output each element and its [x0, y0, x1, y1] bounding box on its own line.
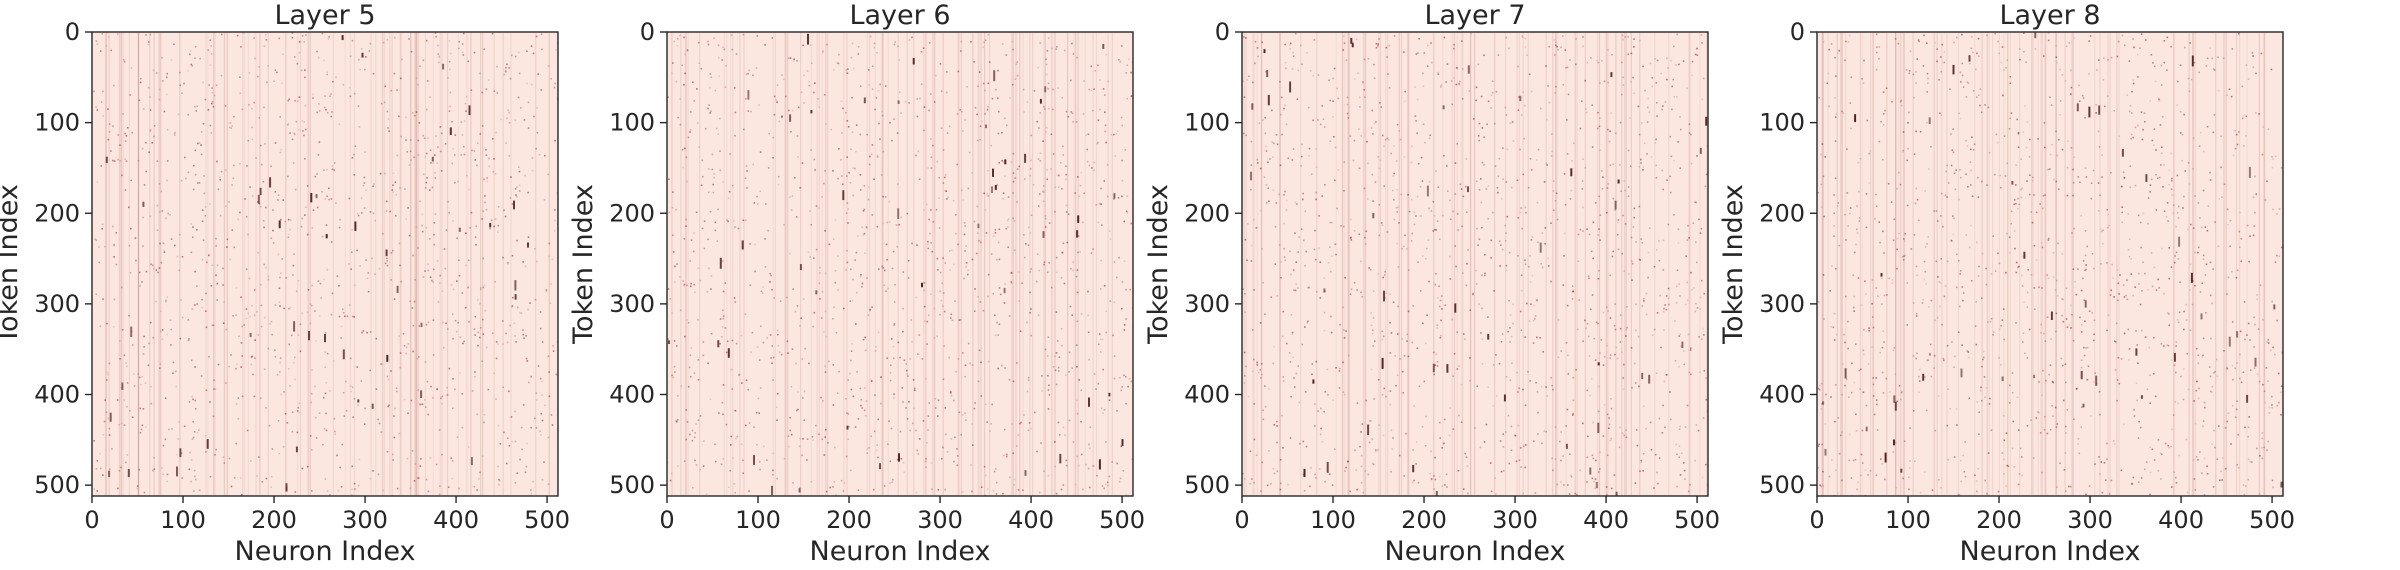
y-tick-label: 0 [1215, 18, 1230, 46]
x-tick-label: 400 [1583, 506, 1629, 534]
y-tick-label: 0 [640, 18, 655, 46]
y-tick-label: 100 [1759, 109, 1805, 137]
y-tick-label: 200 [609, 199, 655, 227]
x-tick-label: 100 [735, 506, 781, 534]
y-tick-label: 300 [1184, 290, 1230, 318]
x-tick-label: 200 [1401, 506, 1447, 534]
y-tick-label: 100 [609, 109, 655, 137]
x-tick-label: 200 [826, 506, 872, 534]
x-tick-label: 500 [524, 506, 570, 534]
y-tick-label: 300 [34, 290, 80, 318]
y-axis-label: Token Index [568, 184, 599, 345]
y-tick-label: 500 [609, 471, 655, 499]
panel-title: Layer 8 [1999, 0, 2100, 31]
x-tick-label: 100 [1885, 506, 1931, 534]
x-tick-label: 100 [160, 506, 206, 534]
y-tick-label: 500 [1759, 471, 1805, 499]
y-axis-label: Token Index [0, 184, 24, 345]
y-tick-label: 200 [34, 199, 80, 227]
x-tick-label: 400 [2158, 506, 2204, 534]
x-tick-label: 500 [2249, 506, 2295, 534]
x-tick-label: 300 [917, 506, 963, 534]
y-tick-label: 400 [609, 381, 655, 409]
y-tick-label: 200 [1759, 199, 1805, 227]
panel-title: Layer 7 [1424, 0, 1525, 31]
y-tick-label: 400 [1184, 381, 1230, 409]
y-tick-label: 300 [1759, 290, 1805, 318]
x-tick-label: 0 [659, 506, 674, 534]
y-tick-label: 500 [1184, 471, 1230, 499]
y-tick-label: 100 [34, 109, 80, 137]
heatmap-field [92, 32, 558, 496]
x-tick-label: 0 [84, 506, 99, 534]
x-tick-label: 100 [1310, 506, 1356, 534]
x-axis-label: Neuron Index [1960, 536, 2141, 566]
panel-title: Layer 5 [274, 0, 375, 31]
y-tick-label: 0 [1790, 18, 1805, 46]
y-tick-label: 200 [1184, 199, 1230, 227]
x-tick-label: 0 [1809, 506, 1824, 534]
x-tick-label: 300 [1492, 506, 1538, 534]
y-tick-label: 300 [609, 290, 655, 318]
y-tick-label: 400 [34, 381, 80, 409]
panel-title: Layer 6 [849, 0, 950, 31]
x-tick-label: 200 [1976, 506, 2022, 534]
y-axis-label: Token Index [1143, 184, 1174, 345]
x-tick-label: 300 [2067, 506, 2113, 534]
y-tick-label: 0 [65, 18, 80, 46]
x-tick-label: 300 [342, 506, 388, 534]
y-tick-label: 100 [1184, 109, 1230, 137]
x-axis-label: Neuron Index [1385, 536, 1566, 566]
x-tick-label: 500 [1099, 506, 1145, 534]
x-tick-label: 500 [1674, 506, 1720, 534]
x-axis-label: Neuron Index [235, 536, 416, 566]
y-tick-label: 400 [1759, 381, 1805, 409]
x-tick-label: 400 [433, 506, 479, 534]
heatmap-field [667, 32, 1133, 496]
x-tick-label: 0 [1234, 506, 1249, 534]
y-tick-label: 500 [34, 471, 80, 499]
x-tick-label: 200 [251, 506, 297, 534]
x-tick-label: 400 [1008, 506, 1054, 534]
x-axis-label: Neuron Index [810, 536, 991, 566]
y-axis-label: Token Index [1718, 184, 1749, 345]
